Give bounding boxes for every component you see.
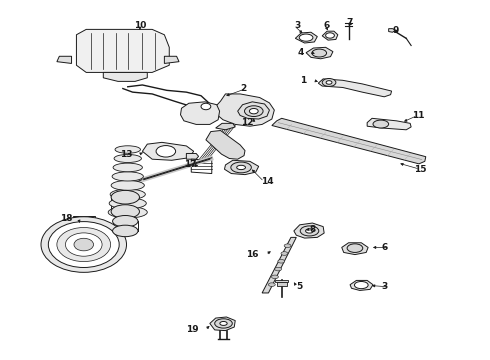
Ellipse shape	[245, 106, 263, 117]
Ellipse shape	[111, 180, 145, 190]
Ellipse shape	[74, 238, 94, 251]
Ellipse shape	[108, 207, 147, 218]
Ellipse shape	[113, 225, 138, 237]
Ellipse shape	[109, 198, 147, 209]
Text: 14: 14	[261, 177, 273, 186]
Text: 11: 11	[412, 111, 425, 120]
Ellipse shape	[326, 81, 332, 84]
Polygon shape	[272, 118, 426, 164]
Ellipse shape	[49, 222, 119, 267]
Ellipse shape	[312, 49, 327, 57]
Text: 15: 15	[414, 165, 426, 174]
Ellipse shape	[111, 205, 140, 219]
Ellipse shape	[275, 267, 282, 271]
Ellipse shape	[231, 162, 251, 173]
Ellipse shape	[373, 120, 389, 128]
Polygon shape	[180, 102, 220, 125]
Text: 18: 18	[60, 214, 73, 223]
Ellipse shape	[114, 154, 142, 162]
Text: 4: 4	[297, 48, 304, 57]
Polygon shape	[322, 31, 338, 40]
Ellipse shape	[237, 165, 245, 170]
Polygon shape	[238, 102, 270, 119]
Ellipse shape	[66, 233, 102, 256]
Ellipse shape	[201, 103, 211, 110]
Polygon shape	[350, 280, 373, 291]
Ellipse shape	[278, 260, 285, 263]
Polygon shape	[216, 123, 235, 130]
Ellipse shape	[220, 321, 227, 325]
Polygon shape	[224, 160, 259, 175]
Polygon shape	[206, 131, 245, 159]
Text: 19: 19	[186, 325, 198, 334]
Ellipse shape	[354, 282, 368, 289]
Polygon shape	[216, 94, 274, 126]
Ellipse shape	[113, 216, 138, 227]
Text: 3: 3	[382, 282, 388, 291]
Polygon shape	[191, 159, 212, 174]
Ellipse shape	[284, 244, 291, 248]
Ellipse shape	[269, 283, 275, 287]
Ellipse shape	[299, 34, 313, 41]
Text: 12: 12	[241, 118, 254, 127]
Polygon shape	[186, 153, 198, 159]
Polygon shape	[210, 317, 235, 330]
Ellipse shape	[115, 146, 141, 153]
Ellipse shape	[347, 244, 363, 252]
Ellipse shape	[215, 319, 232, 328]
Text: 13: 13	[120, 150, 133, 159]
Text: 16: 16	[246, 250, 259, 259]
Ellipse shape	[306, 229, 314, 233]
Polygon shape	[277, 282, 287, 286]
Polygon shape	[262, 237, 296, 293]
Ellipse shape	[113, 163, 143, 172]
Ellipse shape	[111, 190, 140, 204]
Ellipse shape	[249, 108, 258, 114]
Ellipse shape	[112, 172, 144, 181]
Text: 6: 6	[324, 21, 330, 30]
Polygon shape	[295, 32, 318, 43]
Polygon shape	[342, 243, 368, 255]
Polygon shape	[367, 118, 411, 130]
Polygon shape	[389, 29, 395, 32]
Polygon shape	[76, 30, 169, 72]
Polygon shape	[275, 280, 289, 282]
Polygon shape	[103, 72, 147, 81]
Ellipse shape	[322, 78, 336, 86]
Text: 3: 3	[294, 21, 301, 30]
Ellipse shape	[271, 275, 278, 279]
Polygon shape	[294, 223, 324, 238]
Ellipse shape	[41, 217, 126, 273]
Ellipse shape	[281, 252, 288, 255]
Text: 8: 8	[310, 225, 316, 234]
Ellipse shape	[326, 33, 334, 38]
Text: 2: 2	[240, 84, 246, 93]
Polygon shape	[73, 216, 95, 230]
Polygon shape	[306, 47, 333, 59]
Text: 1: 1	[300, 76, 306, 85]
Polygon shape	[318, 79, 392, 97]
Ellipse shape	[57, 228, 111, 262]
Text: 17: 17	[184, 161, 196, 170]
Ellipse shape	[156, 145, 175, 157]
Ellipse shape	[300, 226, 319, 236]
Polygon shape	[143, 142, 194, 160]
Text: 5: 5	[296, 282, 303, 291]
Text: 10: 10	[134, 21, 146, 30]
Polygon shape	[57, 56, 72, 63]
Polygon shape	[164, 56, 179, 63]
Text: 7: 7	[347, 18, 353, 27]
Text: 9: 9	[392, 26, 399, 35]
Ellipse shape	[110, 189, 146, 199]
Text: 6: 6	[382, 243, 388, 252]
